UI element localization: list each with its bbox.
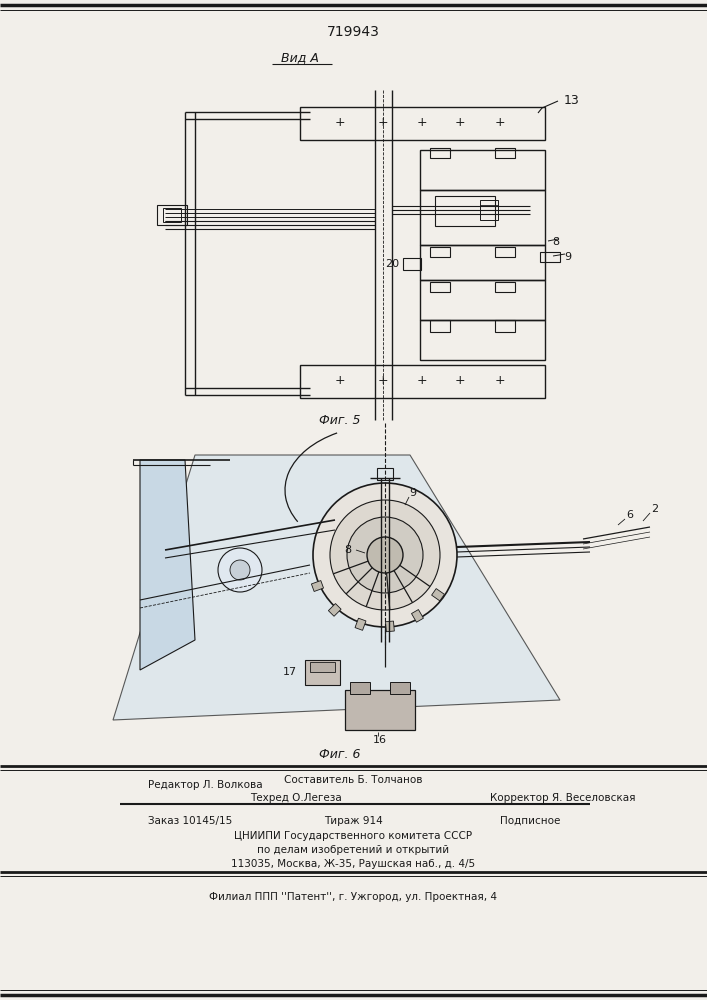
Text: +: + bbox=[455, 374, 465, 387]
Bar bbox=[305, 660, 340, 685]
Bar bbox=[495, 320, 515, 332]
Text: 719943: 719943 bbox=[327, 25, 380, 39]
Text: 8: 8 bbox=[552, 237, 559, 247]
Bar bbox=[420, 245, 545, 280]
Bar bbox=[430, 148, 450, 158]
Bar bbox=[157, 205, 187, 225]
Bar bbox=[430, 320, 450, 332]
Circle shape bbox=[367, 537, 403, 573]
Text: 113035, Москва, Ж-35, Раушская наб., д. 4/5: 113035, Москва, Ж-35, Раушская наб., д. … bbox=[231, 859, 475, 869]
Bar bbox=[311, 581, 324, 591]
Circle shape bbox=[218, 548, 262, 592]
Text: Корректор Я. Веселовская: Корректор Я. Веселовская bbox=[490, 793, 636, 803]
Text: Редактор Л. Волкова: Редактор Л. Волкова bbox=[148, 780, 262, 790]
Text: Заказ 10145/15: Заказ 10145/15 bbox=[148, 816, 233, 826]
Text: Филиал ППП ''Патент'', г. Ужгород, ул. Проектная, 4: Филиал ППП ''Патент'', г. Ужгород, ул. П… bbox=[209, 892, 497, 902]
Text: 9: 9 bbox=[409, 488, 416, 498]
Text: +: + bbox=[334, 374, 345, 387]
Text: +: + bbox=[455, 116, 465, 129]
Text: 16: 16 bbox=[373, 735, 387, 745]
Bar bbox=[300, 365, 545, 398]
Text: Вид А: Вид А bbox=[281, 51, 319, 64]
Bar bbox=[300, 107, 545, 140]
Circle shape bbox=[230, 560, 250, 580]
Bar bbox=[377, 468, 393, 480]
Text: +: + bbox=[334, 116, 345, 129]
Bar bbox=[163, 208, 181, 222]
Text: 2: 2 bbox=[651, 504, 658, 514]
Polygon shape bbox=[140, 460, 195, 670]
Text: 13: 13 bbox=[564, 94, 580, 106]
Bar bbox=[355, 618, 366, 630]
Text: Фиг. 5: Фиг. 5 bbox=[320, 414, 361, 426]
Bar bbox=[430, 282, 450, 292]
Bar bbox=[495, 148, 515, 158]
Text: 8: 8 bbox=[344, 545, 351, 555]
Text: Техред О.Легеза: Техред О.Легеза bbox=[250, 793, 341, 803]
Text: +: + bbox=[416, 116, 427, 129]
Text: +: + bbox=[378, 116, 388, 129]
Circle shape bbox=[313, 483, 457, 627]
Circle shape bbox=[347, 517, 423, 593]
Bar bbox=[420, 320, 545, 360]
Bar bbox=[435, 196, 495, 226]
Bar bbox=[345, 690, 415, 730]
Bar bbox=[310, 662, 335, 672]
Circle shape bbox=[330, 500, 440, 610]
Text: 6: 6 bbox=[626, 510, 633, 520]
Text: +: + bbox=[495, 374, 506, 387]
Text: по делам изобретений и открытий: по делам изобретений и открытий bbox=[257, 845, 449, 855]
Text: 20: 20 bbox=[385, 259, 399, 269]
Bar bbox=[411, 610, 423, 622]
Text: Составитель Б. Толчанов: Составитель Б. Толчанов bbox=[284, 775, 422, 785]
Text: +: + bbox=[378, 374, 388, 387]
Bar bbox=[495, 247, 515, 257]
Text: Тираж 914: Тираж 914 bbox=[324, 816, 382, 826]
Bar bbox=[495, 282, 515, 292]
Text: 9: 9 bbox=[564, 252, 571, 262]
Text: Подписное: Подписное bbox=[500, 816, 561, 826]
Bar bbox=[540, 252, 560, 262]
Bar bbox=[480, 200, 498, 220]
Bar bbox=[420, 150, 545, 190]
Bar bbox=[390, 682, 410, 694]
Bar bbox=[403, 258, 421, 270]
Bar bbox=[420, 280, 545, 320]
Bar bbox=[430, 247, 450, 257]
Text: Фиг. 6: Фиг. 6 bbox=[320, 748, 361, 762]
Bar bbox=[431, 589, 445, 601]
Bar bbox=[328, 604, 341, 616]
Text: +: + bbox=[416, 374, 427, 387]
Bar bbox=[420, 190, 545, 245]
Bar bbox=[385, 621, 395, 632]
Text: 17: 17 bbox=[283, 667, 297, 677]
Text: ЦНИИПИ Государственного комитета СССР: ЦНИИПИ Государственного комитета СССР bbox=[234, 831, 472, 841]
Bar bbox=[350, 682, 370, 694]
Text: +: + bbox=[495, 116, 506, 129]
Polygon shape bbox=[113, 455, 560, 720]
